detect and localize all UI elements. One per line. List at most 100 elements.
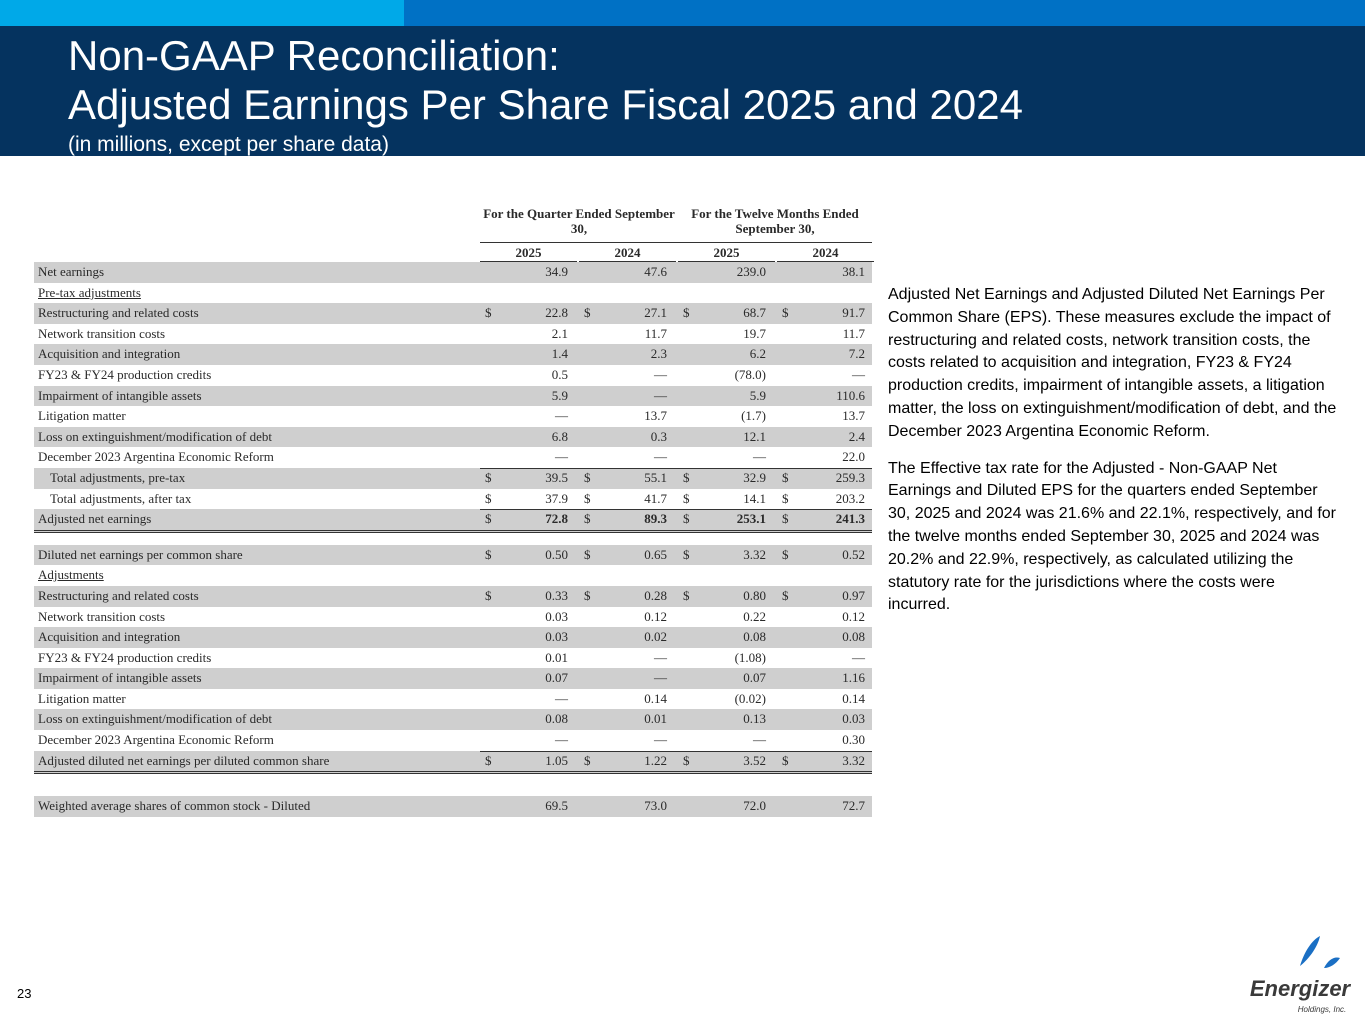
cell-value: 38.1 [842,264,865,279]
cell-value: 91.7 [842,305,865,321]
currency-symbol: $ [485,546,492,562]
cell-value: — [654,732,667,748]
cell-value: 12.1 [743,428,766,444]
currency-symbol: $ [782,546,789,562]
cell-value: 0.28 [644,587,667,603]
note-effective-tax-rate: The Effective tax rate for the Adjusted … [888,459,1337,614]
cell-value: — [654,449,667,465]
cell-value: 41.7 [644,490,667,506]
cell-value: (78.0) [734,366,766,382]
cell-value: 32.9 [743,469,766,485]
row-label: Diluted net earnings per common share [38,546,243,562]
title-line-1: Non-GAAP Reconciliation: [68,32,560,79]
row-spacer [34,774,872,796]
cell-value: 0.65 [644,546,667,562]
currency-symbol: $ [584,490,591,506]
cell-value: — [555,408,568,424]
currency-symbol: $ [782,511,789,527]
cell-value: 37.9 [545,490,568,506]
currency-symbol: $ [584,752,591,768]
cell-value: — [753,449,766,465]
cell-value: — [654,387,667,403]
currency-symbol: $ [485,511,492,527]
table-row: Acquisition and integration 0.03 0.02 0.08 0… [34,627,872,648]
row-label: December 2023 Argentina Economic Reform [38,732,274,748]
year-header: 2025 [480,245,577,262]
currency-symbol: $ [683,752,690,768]
cell-value: 110.6 [836,387,865,403]
slide-subtitle: (in millions, except per share data) [68,133,389,156]
cell-value: 203.2 [835,490,865,506]
title-line-2: Adjusted Earnings Per Share Fiscal 2025 … [68,81,1023,128]
currency-symbol: $ [683,511,690,527]
cell-value: 0.3 [650,428,667,444]
cell-value: 0.13 [743,711,766,727]
cell-value: 1.22 [644,752,667,768]
table-row: FY23 & FY24 production credits 0.01 — (1.08… [34,648,872,669]
cell-value: — [654,670,667,686]
cell-value: 47.6 [644,264,667,279]
row-label: Pre-tax adjustments [38,284,141,300]
cell-value: 6.8 [551,428,568,444]
cell-value: — [555,732,568,748]
row-label: Loss on extinguishment/modification of d… [38,428,272,444]
cell-value: (0.02) [734,690,766,706]
row-spacer [34,533,872,545]
cell-value: 0.14 [842,690,865,706]
currency-symbol: $ [584,305,591,321]
column-group-twelve-months: For the Twelve Months Ended September 30… [678,206,872,243]
cell-value: 3.52 [743,752,766,768]
currency-symbol: $ [782,752,789,768]
cell-value: 0.22 [743,608,766,624]
currency-symbol: $ [782,469,789,485]
table-row: Adjusted diluted net earnings per dilute… [34,750,872,775]
slide-title: Non-GAAP Reconciliation: Adjusted Earnin… [68,31,1023,129]
currency-symbol: $ [485,752,492,768]
cell-value: 0.03 [545,608,568,624]
table-row: FY23 & FY24 production credits 0.5 — (78.0)… [34,365,872,386]
table-row: Pre-tax adjustments [34,283,872,304]
currency-symbol: $ [584,469,591,485]
row-label: Adjusted net earnings [38,511,152,527]
row-label: Acquisition and integration [38,346,181,362]
reconciliation-table: For the Quarter Ended September 30, For … [34,206,874,817]
cell-value: — [555,690,568,706]
cell-value: (1.7) [741,408,766,424]
cell-value: 13.7 [842,408,865,424]
note-adjusted-earnings: Adjusted Net Earnings and Adjusted Dilut… [888,286,1337,440]
cell-value: 0.52 [842,546,865,562]
cell-value: 11.7 [644,325,667,341]
currency-symbol: $ [485,587,492,603]
currency-symbol: $ [683,305,690,321]
table-row: December 2023 Argentina Economic Reform —… [34,730,872,751]
row-label: December 2023 Argentina Economic Reform [38,449,274,465]
cell-value: 2.3 [650,346,667,362]
table-row: Net earnings 34.9 47.6 239.0 38.1 [34,262,872,283]
currency-symbol: $ [485,305,492,321]
table-row: Impairment of intangible assets 5.9 — 5.9 11… [34,385,872,407]
cell-value: 34.9 [545,264,568,279]
table-row: Litigation matter — 0.14 (0.02) 0.14 [34,689,872,710]
row-label: Adjustments [38,567,104,583]
row-label: Litigation matter [38,690,126,706]
cell-value: — [555,449,568,465]
row-label: Adjusted diluted net earnings per dilute… [38,752,330,768]
cell-value: 0.33 [545,587,568,603]
cell-value: 1.4 [551,346,568,362]
cell-value: 253.1 [736,511,766,527]
currency-symbol: $ [683,469,690,485]
row-label: Impairment of intangible assets [38,670,202,686]
table-row: Adjustments [34,565,872,586]
year-header: 2025 [678,245,775,262]
cell-value: 39.5 [545,469,568,485]
row-label: Restructuring and related costs [38,305,199,321]
cell-value: 3.32 [842,752,865,768]
table-row: Diluted net earnings per common share $ $ $… [34,544,872,566]
cell-value: 69.5 [545,798,568,814]
cell-value: 22.8 [545,305,568,321]
currency-symbol: $ [782,587,789,603]
cell-value: 3.32 [743,546,766,562]
cell-value: 55.1 [644,469,667,485]
cell-value: 22.0 [842,449,865,465]
currency-symbol: $ [683,546,690,562]
